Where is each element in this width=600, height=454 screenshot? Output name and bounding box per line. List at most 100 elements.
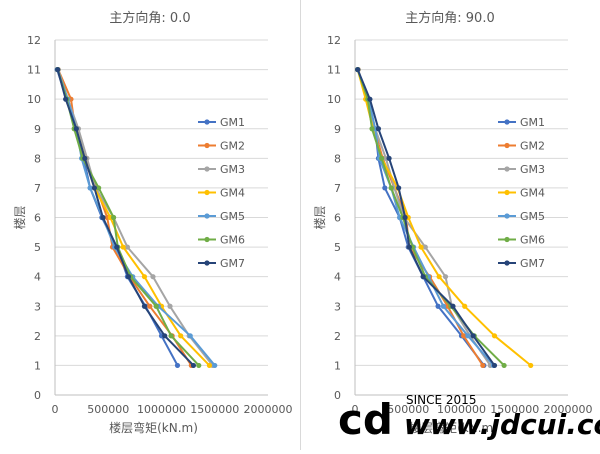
data-point (382, 185, 388, 191)
legend-label: GM1 (220, 116, 245, 129)
y-tick-label: 11 (27, 64, 41, 77)
data-point (120, 244, 126, 250)
y-tick-label: 12 (27, 34, 41, 47)
data-point (100, 214, 106, 221)
y-tick-label: 2 (34, 330, 41, 343)
legend-swatch-marker (204, 166, 210, 172)
y-tick-label: 4 (34, 271, 41, 284)
legend-label: GM3 (520, 163, 545, 176)
watermark-logo-text: cd (338, 395, 393, 444)
data-point (190, 362, 197, 369)
legend-label: GM5 (220, 210, 245, 223)
legend-swatch-marker (504, 166, 510, 172)
legend-item-gm2: GM2 (198, 140, 245, 153)
y-tick-label: 3 (34, 300, 41, 313)
legend-label: GM4 (220, 187, 245, 200)
y-tick-label: 7 (334, 182, 341, 195)
data-point (491, 333, 498, 339)
chart-title: 主方向角: 90.0 (405, 10, 494, 26)
watermark-domain-text: www.jdcui.com (404, 408, 600, 441)
data-point (141, 274, 148, 280)
legend-item-gm5: GM5 (498, 210, 545, 223)
x-tick-label: 2000000 (244, 403, 293, 416)
data-point (153, 303, 159, 309)
legend-swatch-marker (504, 213, 510, 219)
y-tick-label: 6 (334, 212, 341, 225)
x-tick-label: 1500000 (490, 403, 539, 416)
data-point (168, 333, 174, 339)
legend-swatch-marker (504, 260, 510, 266)
y-tick-label: 8 (34, 152, 41, 165)
data-point (450, 303, 456, 309)
data-point (147, 303, 153, 309)
data-point (470, 333, 476, 339)
data-point (55, 66, 61, 73)
legend-swatch-marker (204, 119, 210, 125)
data-point (402, 214, 408, 221)
data-point (87, 185, 93, 191)
data-point (73, 126, 79, 132)
data-point (212, 362, 218, 369)
legend-item-gm1: GM1 (498, 116, 545, 129)
data-point (422, 244, 428, 250)
y-tick-label: 6 (34, 212, 41, 225)
data-point (491, 362, 498, 369)
legend-item-gm1: GM1 (198, 116, 245, 129)
data-point (355, 66, 361, 73)
watermark-logo: cd (338, 395, 393, 444)
legend-item-gm4: GM4 (498, 187, 545, 200)
data-point (462, 303, 468, 309)
data-point (396, 185, 402, 191)
legend-item-gm4: GM4 (198, 187, 245, 200)
y-tick-label: 1 (334, 359, 341, 372)
data-point (386, 155, 392, 161)
legend-label: GM1 (520, 116, 545, 129)
legend-label: GM7 (220, 257, 245, 270)
legend-swatch-marker (204, 236, 210, 243)
legend-label: GM7 (520, 257, 545, 270)
y-tick-label: 5 (34, 241, 41, 254)
y-tick-label: 9 (334, 123, 341, 136)
legend-label: GM6 (520, 234, 545, 247)
data-point (178, 333, 184, 339)
data-point (82, 155, 88, 161)
watermark: cd SINCE 2015 www.jdcui.com (338, 386, 600, 450)
legend-swatch-marker (204, 260, 210, 266)
x-axis-title: 楼层弯矩(kN.m) (409, 420, 498, 435)
chart-title: 主方向角: 0.0 (109, 10, 190, 26)
x-tick-label: 2000000 (544, 403, 593, 416)
legend-swatch-marker (204, 213, 210, 219)
legend-swatch-marker (504, 189, 510, 196)
y-tick-label: 11 (327, 64, 341, 77)
y-axis-title: 楼层 (312, 205, 327, 229)
data-point (369, 126, 375, 132)
data-point (162, 333, 168, 339)
y-tick-label: 10 (327, 93, 341, 106)
y-tick-label: 7 (34, 182, 41, 195)
x-tick-label: 1000000 (437, 403, 486, 416)
legend-label: GM2 (520, 140, 545, 153)
x-tick-label: 1500000 (190, 403, 239, 416)
legend-item-gm6: GM6 (198, 234, 245, 247)
legend-item-gm7: GM7 (498, 257, 545, 270)
legend-label: GM5 (520, 210, 545, 223)
x-tick-label: 500000 (87, 403, 129, 416)
legend-item-gm3: GM3 (498, 163, 545, 176)
data-point (196, 362, 202, 369)
data-point (63, 96, 69, 102)
watermark-since-text: SINCE 2015 (406, 393, 476, 407)
y-tick-label: 2 (334, 330, 341, 343)
y-tick-label: 5 (334, 241, 341, 254)
legend-swatch-marker (504, 236, 510, 243)
legend-item-gm5: GM5 (198, 210, 245, 223)
y-tick-label: 8 (334, 152, 341, 165)
data-point (440, 303, 446, 309)
legend-label: GM4 (520, 187, 545, 200)
x-tick-label: 0 (52, 403, 59, 416)
legend-item-gm6: GM6 (498, 234, 545, 247)
x-tick-label: 0 (352, 403, 359, 416)
data-point (379, 155, 385, 161)
legend-item-gm7: GM7 (198, 257, 245, 270)
legend-swatch-marker (504, 119, 510, 125)
